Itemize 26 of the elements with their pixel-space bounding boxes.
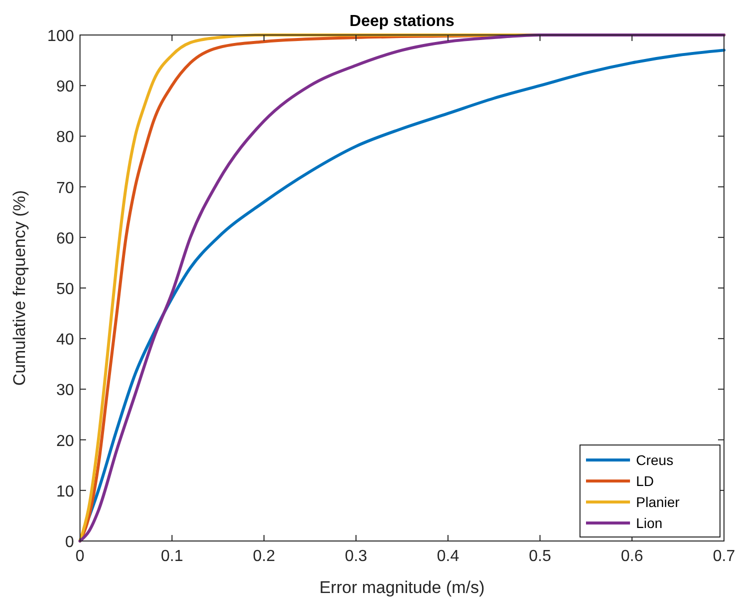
legend-label: Planier bbox=[636, 494, 680, 510]
x-tick-label: 0.4 bbox=[436, 548, 460, 565]
y-tick-label: 40 bbox=[56, 332, 74, 349]
legend-label: Lion bbox=[636, 515, 662, 531]
y-tick-label: 10 bbox=[56, 483, 74, 500]
y-tick-label: 100 bbox=[47, 28, 74, 45]
legend-label: LD bbox=[636, 473, 654, 489]
y-tick-label: 50 bbox=[56, 281, 74, 298]
x-axis-title: Error magnitude (m/s) bbox=[319, 578, 485, 597]
y-tick-label: 80 bbox=[56, 129, 74, 146]
y-tick-label: 90 bbox=[56, 78, 74, 96]
y-axis-title: Cumulative frequency (%) bbox=[10, 190, 29, 386]
x-tick-label: 0.6 bbox=[620, 548, 644, 565]
y-tick-label: 70 bbox=[56, 180, 74, 197]
legend-label: Creus bbox=[636, 452, 674, 468]
x-tick-label: 0.5 bbox=[528, 548, 552, 565]
y-tick-label: 30 bbox=[56, 382, 74, 400]
x-tick-label: 0.7 bbox=[712, 548, 736, 565]
x-tick-label: 0 bbox=[76, 548, 85, 565]
y-tick-label: 0 bbox=[65, 534, 74, 551]
x-tick-label: 0.3 bbox=[344, 548, 368, 565]
y-tick-label: 20 bbox=[56, 432, 74, 450]
chart-title: Deep stations bbox=[350, 13, 455, 30]
y-tick-label: 60 bbox=[56, 230, 74, 248]
x-tick-label: 0.2 bbox=[252, 548, 276, 565]
x-tick-label: 0.1 bbox=[160, 548, 184, 565]
